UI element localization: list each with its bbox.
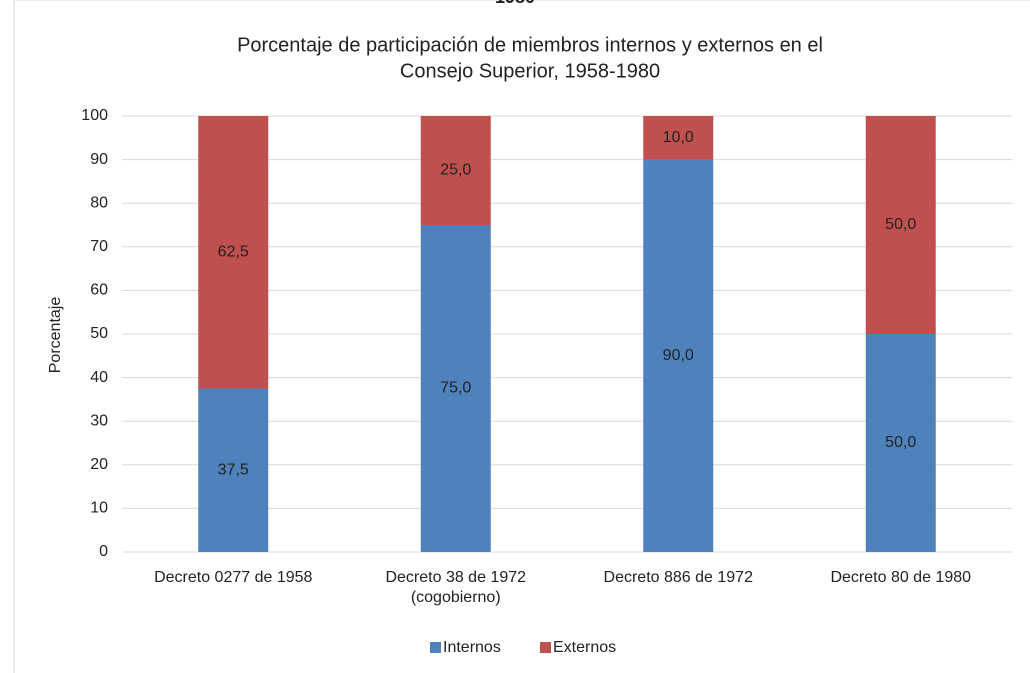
y-tick-label: 90 <box>90 151 108 168</box>
x-tick-label: Decreto 0277 de 1958 <box>154 569 312 586</box>
y-tick-label: 20 <box>90 456 108 473</box>
bar-segment <box>643 159 714 552</box>
data-label: 10,0 <box>663 129 694 146</box>
data-label: 25,0 <box>440 162 471 179</box>
bar-segment <box>420 116 491 225</box>
y-axis-label: Porcentaje <box>47 297 64 374</box>
bar-segment <box>198 388 269 552</box>
data-label: 50,0 <box>885 434 916 451</box>
y-tick-label: 0 <box>99 543 108 560</box>
chart-title: Consejo Superior, 1958-1980 <box>400 60 660 82</box>
legend-swatch <box>540 642 551 653</box>
y-tick-label: 60 <box>90 282 108 299</box>
y-tick-label: 50 <box>90 325 108 342</box>
bar-segment <box>643 116 714 160</box>
cropped-heading: 1980 <box>495 0 535 7</box>
legend-label: Internos <box>443 639 501 656</box>
y-tick-label: 30 <box>90 412 108 429</box>
legend-swatch <box>430 642 441 653</box>
y-tick-label: 70 <box>90 238 108 255</box>
bar-segment <box>420 225 491 552</box>
y-tick-label: 80 <box>90 194 108 211</box>
bar-segment <box>865 334 936 552</box>
x-tick-label: Decreto 886 de 1972 <box>604 569 754 586</box>
data-label: 90,0 <box>663 347 694 364</box>
y-tick-label: 40 <box>90 369 108 386</box>
legend-label: Externos <box>553 639 616 656</box>
x-tick-label: Decreto 80 de 1980 <box>830 569 971 586</box>
chart-border <box>13 0 1030 673</box>
data-label: 37,5 <box>218 461 249 478</box>
data-label: 50,0 <box>885 216 916 233</box>
chart-title: Porcentaje de participación de miembros … <box>237 34 823 56</box>
bar-segment <box>198 116 269 389</box>
x-tick-label: Decreto 38 de 1972 (cogobierno) <box>385 569 526 606</box>
y-tick-label: 10 <box>90 500 108 517</box>
bar-segment <box>865 116 936 334</box>
data-label: 62,5 <box>218 243 249 260</box>
data-label: 75,0 <box>440 380 471 397</box>
y-tick-label: 100 <box>81 107 108 124</box>
